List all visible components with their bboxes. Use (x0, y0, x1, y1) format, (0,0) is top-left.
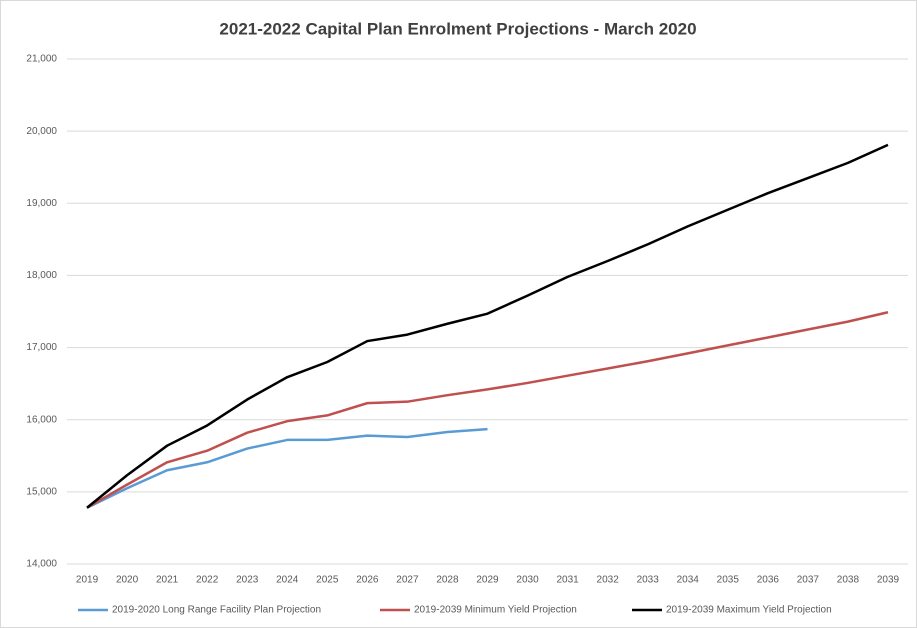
x-tick-label: 2024 (276, 575, 299, 586)
series-line (86, 427, 488, 509)
y-tick-label: 20,000 (26, 126, 57, 137)
series-line (86, 311, 889, 509)
y-tick-label: 15,000 (26, 486, 57, 497)
y-tick-label: 16,000 (26, 414, 57, 425)
x-tick-label: 2032 (597, 575, 620, 586)
series-line (86, 143, 889, 509)
x-tick-label: 2021 (156, 575, 179, 586)
x-tick-label: 2030 (516, 575, 539, 586)
x-tick-label: 2022 (196, 575, 219, 586)
legend-label: 2019-2039 Minimum Yield Projection (414, 605, 577, 616)
chart-title: 2021-2022 Capital Plan Enrolment Project… (219, 19, 696, 38)
x-tick-label: 2031 (556, 575, 579, 586)
x-tick-label: 2020 (116, 575, 139, 586)
x-tick-label: 2039 (877, 575, 900, 586)
x-tick-label: 2025 (316, 575, 339, 586)
y-tick-label: 17,000 (26, 342, 57, 353)
x-tick-label: 2026 (356, 575, 379, 586)
y-tick-label: 21,000 (26, 54, 57, 65)
legend-label: 2019-2039 Maximum Yield Projection (666, 605, 832, 616)
x-tick-label: 2035 (717, 575, 740, 586)
y-tick-label: 19,000 (26, 198, 57, 209)
x-tick-label: 2027 (396, 575, 419, 586)
x-tick-label: 2029 (476, 575, 499, 586)
legend-label: 2019-2020 Long Range Facility Plan Proje… (112, 605, 321, 616)
y-tick-label: 14,000 (26, 559, 57, 570)
x-tick-label: 2023 (236, 575, 259, 586)
x-tick-label: 2036 (757, 575, 780, 586)
y-tick-label: 18,000 (26, 270, 57, 281)
x-tick-label: 2038 (837, 575, 860, 586)
x-tick-label: 2019 (76, 575, 99, 586)
x-tick-label: 2028 (436, 575, 459, 586)
x-tick-label: 2033 (637, 575, 660, 586)
x-tick-label: 2037 (797, 575, 820, 586)
x-tick-label: 2034 (677, 575, 700, 586)
